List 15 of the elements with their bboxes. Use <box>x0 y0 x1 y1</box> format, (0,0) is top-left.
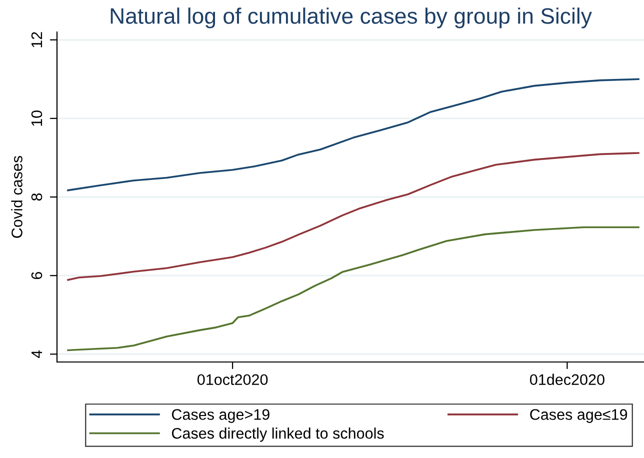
line-series <box>67 226 640 352</box>
y-axis-title: Covid cases <box>11 156 22 238</box>
y-tick-label: 8 <box>31 193 42 201</box>
chart-title: Natural log of cumulative cases by group in Sicily <box>110 8 592 28</box>
legend-label: Cases age>19 <box>172 409 270 423</box>
line-series <box>67 152 640 281</box>
y-tick-label: 10 <box>31 110 42 126</box>
y-tick-label: 4 <box>32 350 42 358</box>
x-tick-label: 01dec2020 <box>530 374 604 386</box>
legend-label: Cases age≤19 <box>530 409 628 423</box>
x-tick-label: 01oct2020 <box>197 374 268 386</box>
legend-label: Cases directly linked to schools <box>172 428 384 442</box>
y-tick-label: 6 <box>31 272 42 280</box>
y-tick-label: 12 <box>31 32 42 48</box>
line-series <box>67 78 640 192</box>
